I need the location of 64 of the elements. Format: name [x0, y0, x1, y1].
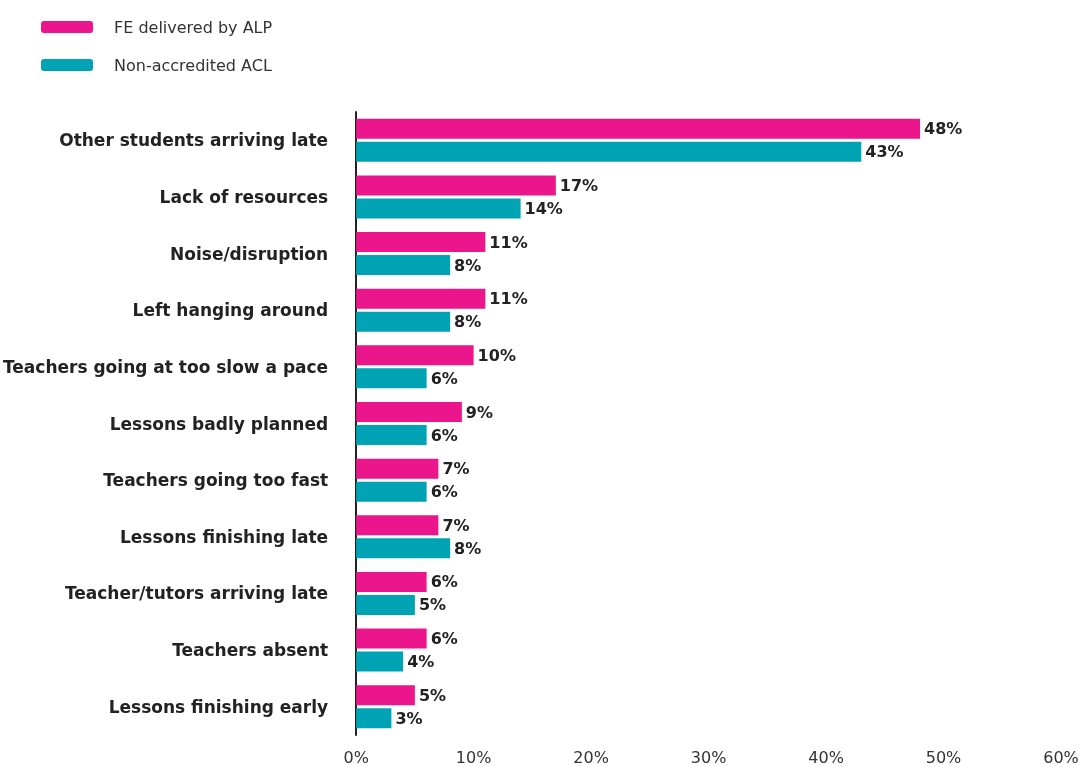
data-label: 6%: [430, 425, 458, 445]
bar: [356, 651, 404, 672]
bar: [356, 141, 862, 162]
data-label: 3%: [395, 708, 423, 728]
bar: [356, 628, 427, 649]
data-label: 6%: [430, 572, 458, 592]
bar: [356, 255, 451, 276]
y-tick-label: Teachers going at too slow a pace: [2, 356, 329, 377]
data-label: 6%: [430, 629, 458, 649]
bar: [356, 458, 439, 479]
y-tick-label: Lessons badly planned: [109, 413, 329, 434]
x-tick-label: 40%: [808, 747, 844, 767]
x-tick-label: 30%: [690, 747, 727, 767]
y-tick-label: Lessons finishing late: [119, 526, 329, 547]
data-label: 7%: [442, 515, 470, 535]
data-label: 43%: [865, 142, 904, 162]
x-tick-label: 0%: [343, 747, 369, 767]
y-tick-label: Lessons finishing early: [108, 696, 329, 717]
data-label: 5%: [418, 595, 447, 615]
data-label: 7%: [442, 459, 470, 479]
bar: [356, 345, 474, 366]
data-label: 9%: [465, 402, 494, 422]
bar: [356, 232, 486, 253]
bar: [356, 402, 462, 422]
bar: [356, 175, 556, 196]
data-label: 8%: [454, 312, 482, 332]
bar: [356, 594, 415, 615]
data-label: 5%: [418, 685, 447, 705]
data-label: 48%: [924, 119, 963, 139]
y-tick-label: Teacher/tutors arriving late: [64, 583, 329, 604]
data-label: 6%: [430, 368, 458, 388]
bar: [356, 708, 392, 729]
data-label: 10%: [477, 345, 516, 365]
y-tick-label: Other students arriving late: [59, 130, 329, 151]
data-label: 6%: [430, 482, 458, 502]
y-tick-label: Noise/disruption: [170, 243, 329, 264]
bar: [356, 481, 427, 502]
y-tick-label: Teachers absent: [172, 640, 329, 661]
bar: [356, 538, 451, 559]
data-label: 11%: [489, 289, 528, 309]
data-label: 8%: [454, 255, 482, 275]
x-tick-label: 20%: [573, 747, 609, 767]
y-tick-label: Lack of resources: [159, 186, 329, 207]
x-tick-label: 60%: [1043, 747, 1079, 767]
bar: [356, 685, 415, 706]
x-tick-label: 50%: [925, 747, 962, 767]
bar: [356, 288, 486, 309]
legend-label: FE delivered by ALP: [114, 17, 273, 37]
bar: [356, 515, 439, 536]
legend-label: Non-accredited ACL: [114, 55, 272, 75]
y-tick-label: Teachers going too fast: [103, 470, 329, 491]
data-label: 8%: [454, 538, 482, 558]
y-tick-label: Left hanging around: [132, 300, 329, 321]
bar: [356, 118, 921, 139]
bar: [356, 311, 451, 332]
data-label: 14%: [524, 198, 563, 218]
bar: [356, 368, 427, 389]
bar: [356, 198, 521, 219]
data-label: 17%: [559, 175, 599, 195]
data-label: 4%: [407, 652, 435, 672]
bar: [356, 571, 427, 592]
x-tick-label: 10%: [455, 747, 492, 767]
data-label: 11%: [489, 232, 528, 252]
bar: [356, 425, 427, 445]
